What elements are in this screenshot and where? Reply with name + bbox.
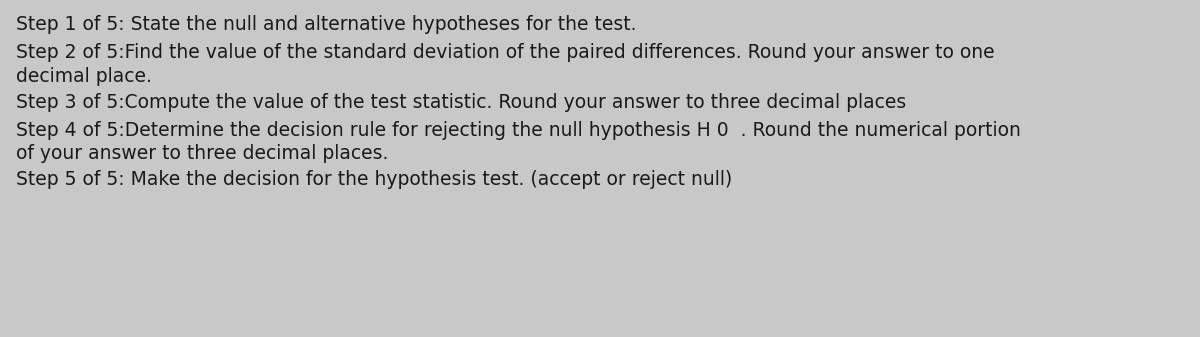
Text: Step 2 of 5:Find the value of the standard deviation of the paired differences. : Step 2 of 5:Find the value of the standa… — [16, 43, 995, 86]
Text: Step 1 of 5: State the null and alternative hypotheses for the test.: Step 1 of 5: State the null and alternat… — [16, 15, 636, 34]
Text: Step 5 of 5: Make the decision for the hypothesis test. (accept or reject null): Step 5 of 5: Make the decision for the h… — [16, 170, 732, 189]
Text: Step 4 of 5:Determine the decision rule for rejecting the null hypothesis H 0  .: Step 4 of 5:Determine the decision rule … — [16, 121, 1020, 163]
Text: Step 3 of 5:Compute the value of the test statistic. Round your answer to three : Step 3 of 5:Compute the value of the tes… — [16, 93, 906, 112]
